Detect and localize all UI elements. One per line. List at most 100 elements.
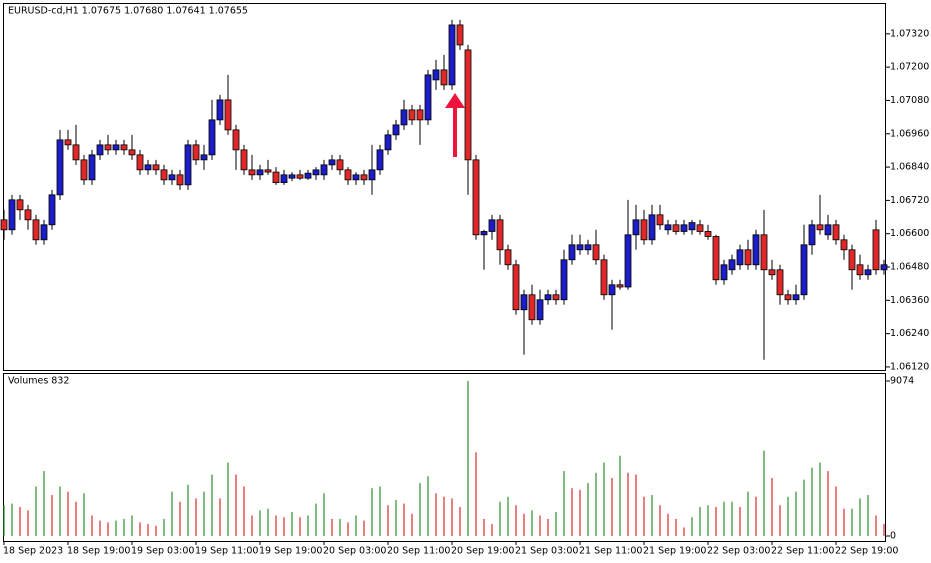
candle-body <box>120 144 128 151</box>
candle-body <box>688 222 696 231</box>
candle-body <box>16 199 24 211</box>
candle-body <box>832 224 840 241</box>
candle-body <box>520 294 528 311</box>
candle-body <box>608 284 616 296</box>
candle-body <box>184 144 192 186</box>
x-tick-label: 18 Sep 19:00 <box>67 546 130 557</box>
candle-body <box>808 224 816 246</box>
candle-body <box>840 239 848 251</box>
candle-body <box>392 124 400 136</box>
candle-body <box>464 49 472 161</box>
candle-body <box>816 224 824 231</box>
candle-body <box>880 264 888 271</box>
candle-body <box>32 219 40 241</box>
candle-body <box>216 99 224 121</box>
y-tick-label: 1.06240 <box>890 328 929 339</box>
y-tick-label: 1.06600 <box>890 228 929 239</box>
candle-body <box>8 199 16 231</box>
candle-body <box>408 109 416 121</box>
candle-body <box>744 249 752 266</box>
x-tick-label: 20 Sep 19:00 <box>451 546 514 557</box>
arrow-head <box>445 93 465 108</box>
candle-body <box>416 109 424 121</box>
candle-body <box>384 134 392 151</box>
candle-body <box>704 231 712 237</box>
candle-body <box>752 234 760 266</box>
candle-body <box>160 169 168 181</box>
candle-body <box>368 169 376 181</box>
candle-body <box>400 109 408 126</box>
candle-body <box>440 69 448 86</box>
x-tick-label: 21 Sep 03:00 <box>515 546 578 557</box>
y-tick-label: 1.06480 <box>890 262 929 273</box>
x-tick-label: 19 Sep 19:00 <box>259 546 322 557</box>
candle-body <box>800 244 808 296</box>
candle-body <box>768 269 776 276</box>
candle-body <box>504 249 512 266</box>
candle-body <box>568 244 576 261</box>
candle-body <box>856 264 864 276</box>
candle-body <box>680 224 688 232</box>
candle-body <box>328 159 336 166</box>
candle-body <box>304 172 312 179</box>
candle-body <box>544 294 552 301</box>
y-tick-label: 1.07320 <box>890 28 929 39</box>
candle-body <box>728 259 736 271</box>
y-tick-label: 0 <box>890 531 896 542</box>
candle-body <box>592 244 600 261</box>
candle-body <box>344 169 352 181</box>
candle-body <box>648 214 656 241</box>
candle-body <box>168 174 176 181</box>
candle-body <box>176 174 184 186</box>
y-tick-label: 1.07200 <box>890 62 929 73</box>
candle-body <box>656 214 664 226</box>
candle-body <box>776 269 784 296</box>
candle-body <box>872 229 880 271</box>
volume-title: Volumes 832 <box>8 376 69 387</box>
price-panel <box>3 3 886 371</box>
candle-body <box>24 209 32 221</box>
candle-body <box>72 144 80 161</box>
candle-body <box>144 164 152 171</box>
candle-body <box>360 174 368 181</box>
candle-body <box>696 224 704 232</box>
candle-body <box>792 294 800 301</box>
candle-body <box>536 299 544 321</box>
candle-body <box>496 219 504 251</box>
candle-body <box>848 249 856 271</box>
candle-body <box>600 259 608 296</box>
candle-body <box>112 144 120 151</box>
x-tick-label: 22 Sep 11:00 <box>771 546 834 557</box>
x-tick-label: 20 Sep 03:00 <box>323 546 386 557</box>
y-tick-label: 1.06720 <box>890 195 929 206</box>
candle-body <box>528 294 536 321</box>
candle-body <box>152 164 160 171</box>
x-tick-label: 20 Sep 11:00 <box>387 546 450 557</box>
candle-body <box>376 149 384 171</box>
volume-panel <box>3 373 886 542</box>
candle-body <box>760 234 768 271</box>
candle-body <box>480 231 488 236</box>
candle-body <box>488 219 496 232</box>
candle-body <box>424 74 432 121</box>
candle-body <box>240 149 248 171</box>
candle-body <box>248 169 256 176</box>
candle-body <box>312 169 320 176</box>
candle-body <box>200 154 208 161</box>
candle-body <box>616 284 624 288</box>
candle-body <box>512 264 520 311</box>
candle-body <box>352 174 360 181</box>
candle-body <box>784 294 792 301</box>
candle-body <box>40 224 48 241</box>
x-tick-label: 22 Sep 03:00 <box>707 546 770 557</box>
x-tick-label: 22 Sep 19:00 <box>835 546 898 557</box>
candle-body <box>232 129 240 151</box>
candle-body <box>192 144 200 161</box>
y-tick-label: 1.07080 <box>890 95 929 106</box>
candle-body <box>448 24 456 86</box>
candle-body <box>560 259 568 301</box>
candle-body <box>576 244 584 251</box>
candle-body <box>48 194 56 226</box>
candle-body <box>552 294 560 301</box>
